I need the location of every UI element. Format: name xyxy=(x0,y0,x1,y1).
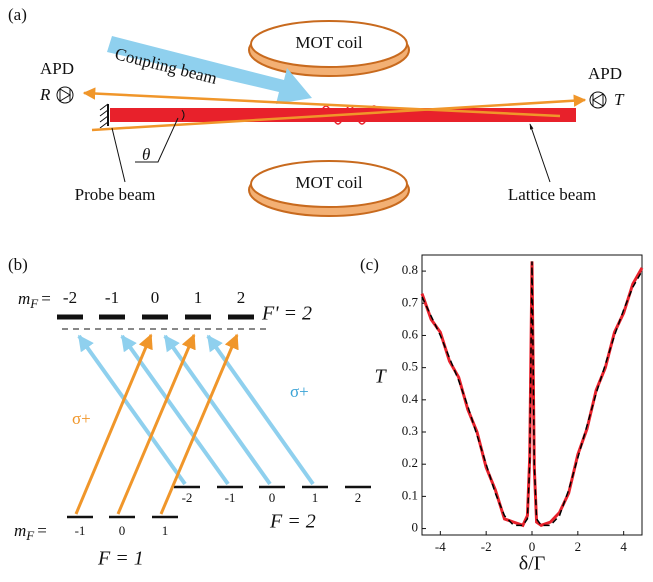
apd-symbol: R xyxy=(39,85,51,104)
level-label: 2 xyxy=(355,490,362,505)
level-name: F = 2 xyxy=(269,511,316,533)
level-label: 2 xyxy=(237,288,246,307)
y-tick-label: 0.1 xyxy=(402,487,418,502)
level-label: -2 xyxy=(63,288,77,307)
sigma-label: σ+ xyxy=(290,382,309,401)
blue-arrow xyxy=(77,334,187,486)
x-tick-label: 4 xyxy=(620,539,627,554)
x-tick-label: 0 xyxy=(529,539,536,554)
mf-sub: F xyxy=(25,528,35,543)
mf-symbol: m xyxy=(18,289,30,308)
blue-arrow xyxy=(206,334,315,486)
level-name: F' = 2 xyxy=(261,303,312,325)
x-axis-label: δ/Γ xyxy=(519,553,546,575)
mf-eq: = xyxy=(37,521,47,540)
apd-label: APD xyxy=(588,64,622,83)
coil-top xyxy=(248,20,410,77)
panel-c: (c) T δ/Γ 0 0.1 0.2 0.3 0.4 0.5 0.6 0.7 0.8 -4 -2 0… xyxy=(360,254,644,575)
angle-arc xyxy=(181,109,185,121)
y-axis-label: T xyxy=(374,366,387,388)
panel-label: (a) xyxy=(8,5,27,24)
y-tick-label: 0.2 xyxy=(402,455,418,470)
orange-arrow xyxy=(74,333,153,515)
sigma-label: σ+ xyxy=(72,409,91,428)
coil-label: MOT coil xyxy=(295,173,362,192)
y-tick-label: 0.8 xyxy=(402,262,418,277)
angle-label: θ xyxy=(142,145,150,164)
mf-sub: F xyxy=(29,296,39,311)
mf-label: mF = xyxy=(14,521,47,543)
pointer xyxy=(529,123,551,183)
level-name: F = 1 xyxy=(97,548,144,570)
lattice-label: Lattice beam xyxy=(508,185,596,204)
x-tick-label: 2 xyxy=(575,539,582,554)
y-tick-label: 0 xyxy=(412,520,419,535)
blue-arrow xyxy=(163,334,272,486)
x-tick-label: -4 xyxy=(435,539,446,554)
level-label: -1 xyxy=(105,288,119,307)
panel-label: (c) xyxy=(360,255,379,274)
apd-label: APD xyxy=(40,59,74,78)
level-label: 0 xyxy=(151,288,160,307)
panel-label: (b) xyxy=(8,255,28,274)
mf-label: mF = xyxy=(18,289,51,311)
level-label: 1 xyxy=(312,490,319,505)
x-tick-label: -2 xyxy=(481,539,492,554)
panel-b: (b) mF = mF = F' = 2 F = 2 F = 1 σ+ σ+ -2-… xyxy=(8,255,371,570)
y-tick-label: 0.3 xyxy=(402,423,418,438)
level-label: 1 xyxy=(194,288,203,307)
probe-label: Probe beam xyxy=(75,185,156,204)
probe-line xyxy=(82,87,561,118)
level-label: 1 xyxy=(162,523,169,538)
apd-icon xyxy=(56,86,607,109)
mirror-hatch xyxy=(99,103,109,129)
level-label: -1 xyxy=(225,490,236,505)
probe-line xyxy=(91,94,587,132)
panel-a: (a) MOT coil MOT coil Coupling beam APD … xyxy=(8,5,625,217)
y-tick-label: 0.5 xyxy=(402,359,418,374)
data-line xyxy=(421,261,643,527)
orange-arrow xyxy=(116,333,196,515)
orange-arrow xyxy=(159,333,239,515)
coil-bottom xyxy=(248,160,410,217)
blue-arrow xyxy=(120,334,230,486)
y-tick-label: 0.6 xyxy=(402,326,419,341)
coupling-beam xyxy=(107,36,312,104)
y-tick-label: 0.4 xyxy=(402,391,419,406)
level-label: 0 xyxy=(119,523,126,538)
angle-pointer xyxy=(135,117,179,163)
mf-symbol: m xyxy=(14,521,26,540)
pointer xyxy=(111,127,126,183)
apd-symbol: T xyxy=(614,90,625,109)
mf-eq: = xyxy=(41,289,51,308)
level-label: -1 xyxy=(75,523,86,538)
level-label: 0 xyxy=(269,490,276,505)
y-tick-label: 0.7 xyxy=(402,294,419,309)
level-label: -2 xyxy=(182,490,193,505)
coil-label: MOT coil xyxy=(295,33,362,52)
